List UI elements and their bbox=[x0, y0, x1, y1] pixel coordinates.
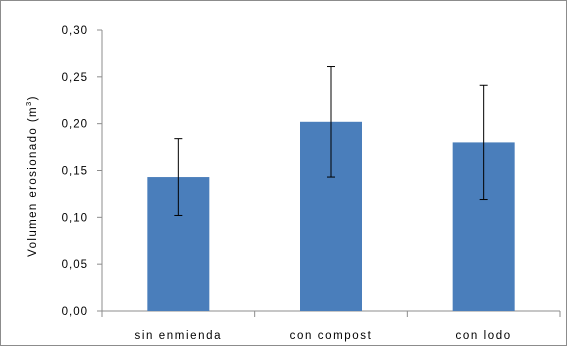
y-tick-label: 0,25 bbox=[62, 72, 88, 84]
y-tick-labels: 0,00 0,05 0,10 0,15 0,20 0,25 0,30 bbox=[62, 25, 88, 318]
x-tick-label: con compost bbox=[290, 330, 373, 342]
x-tick-labels: sin enmienda con compost con lodo bbox=[135, 330, 512, 342]
y-tick-label: 0,20 bbox=[62, 119, 88, 131]
y-axis-label-superscript: 3 bbox=[24, 100, 33, 106]
x-tick-label: sin enmienda bbox=[135, 330, 223, 342]
y-tick-label: 0,15 bbox=[62, 166, 88, 178]
y-tick-label: 0,05 bbox=[62, 259, 88, 271]
y-tick-label: 0,00 bbox=[62, 306, 88, 318]
x-tick-label: con lodo bbox=[456, 330, 512, 342]
y-axis-label: Volumen erosionado (m3) bbox=[24, 95, 39, 257]
y-axis-label-close: ) bbox=[27, 95, 39, 100]
error-bar bbox=[174, 138, 183, 216]
error-bar bbox=[327, 66, 335, 178]
error-bars bbox=[174, 66, 488, 216]
y-tick-label: 0,10 bbox=[62, 212, 88, 224]
y-axis-label-text: Volumen erosionado (m bbox=[27, 106, 39, 257]
error-bar bbox=[479, 84, 488, 201]
y-tick-label: 0,30 bbox=[62, 25, 88, 37]
